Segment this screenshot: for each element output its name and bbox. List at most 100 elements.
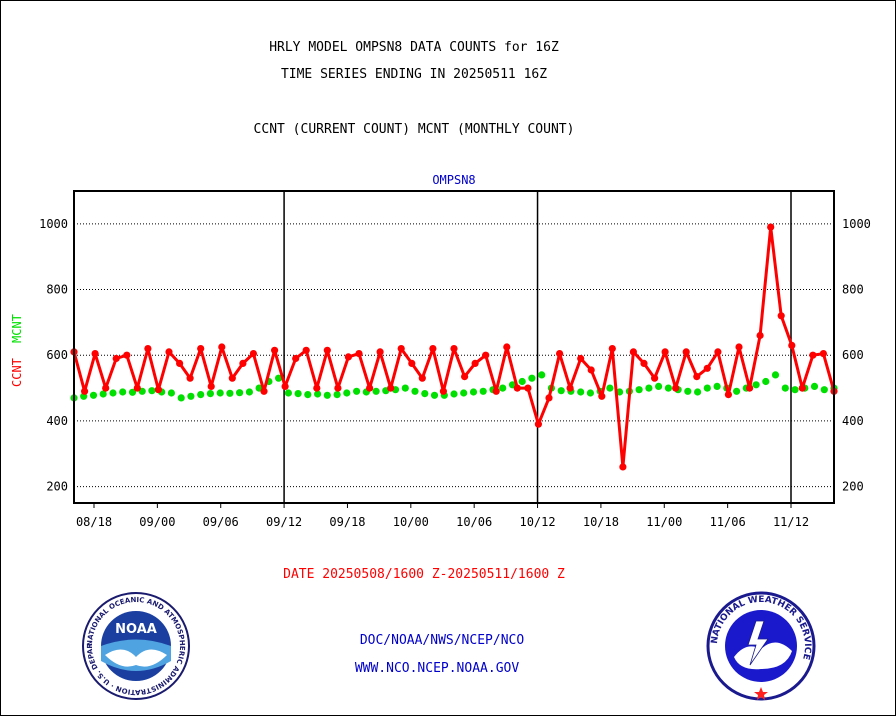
panel-title: OMPSN8 xyxy=(432,173,475,187)
x-tick-label: 09/00 xyxy=(139,515,175,529)
data-point-ccnt xyxy=(735,343,743,351)
data-point-ccnt xyxy=(524,384,532,392)
series-ccnt xyxy=(70,223,838,471)
data-point-mcnt xyxy=(430,391,439,399)
data-point-ccnt xyxy=(798,384,806,392)
data-point-ccnt xyxy=(260,387,268,395)
data-point-ccnt xyxy=(640,359,648,367)
data-point-ccnt xyxy=(608,345,616,353)
y-tick-label-left: 600 xyxy=(46,348,68,362)
data-point-mcnt xyxy=(820,386,828,394)
data-point-mcnt xyxy=(401,384,409,392)
data-point-ccnt xyxy=(534,420,543,428)
y-tick-label-left: 200 xyxy=(46,480,68,494)
noaa-center-text: NOAA xyxy=(115,622,157,637)
data-point-mcnt xyxy=(343,389,351,397)
data-point-mcnt xyxy=(197,391,205,399)
data-point-mcnt xyxy=(479,387,487,395)
x-tick-label: 09/18 xyxy=(329,515,365,529)
chart-subtitle: CCNT (CURRENT COUNT) MCNT (MONTHLY COUNT… xyxy=(253,122,575,137)
data-point-ccnt xyxy=(513,384,521,392)
data-point-ccnt xyxy=(819,350,828,358)
y-axis-left: 200 400 600 800 1000 xyxy=(39,217,68,494)
data-point-mcnt xyxy=(411,387,419,395)
data-point-ccnt xyxy=(302,346,310,354)
data-point-ccnt xyxy=(809,351,817,359)
y-tick-label-left: 400 xyxy=(46,414,68,428)
ylabel-ccnt: CCNT xyxy=(10,358,24,387)
data-point-mcnt xyxy=(460,389,468,397)
chart-title-line-2: TIME SERIES ENDING IN 20250511 16Z xyxy=(280,67,548,82)
plot-area-border xyxy=(73,190,835,504)
data-point-mcnt xyxy=(187,392,195,400)
data-point-ccnt xyxy=(123,351,131,359)
data-point-ccnt xyxy=(292,354,300,363)
data-point-ccnt xyxy=(767,223,775,231)
data-point-ccnt xyxy=(102,384,110,392)
data-point-mcnt xyxy=(216,389,224,397)
data-point-mcnt xyxy=(450,390,458,398)
data-point-mcnt xyxy=(752,381,760,389)
x-tick-label: 09/06 xyxy=(203,515,239,529)
y-axis-title: CCNT MCNT xyxy=(10,314,24,387)
data-point-ccnt xyxy=(777,312,785,320)
data-point-mcnt xyxy=(664,384,673,392)
data-point-mcnt xyxy=(733,387,741,395)
data-point-ccnt xyxy=(492,387,500,395)
data-point-ccnt xyxy=(682,348,690,356)
data-point-mcnt xyxy=(275,374,283,382)
data-point-ccnt xyxy=(81,387,89,395)
grid-layer xyxy=(74,223,834,488)
data-point-ccnt xyxy=(334,384,342,392)
data-point-mcnt xyxy=(791,386,799,394)
data-point-ccnt xyxy=(228,374,236,382)
data-point-mcnt xyxy=(294,390,302,398)
data-point-mcnt xyxy=(128,388,137,396)
data-point-ccnt xyxy=(672,384,680,392)
x-tick-label: 10/18 xyxy=(583,515,619,529)
data-point-mcnt xyxy=(577,388,585,396)
data-point-ccnt xyxy=(239,359,247,367)
data-point-mcnt xyxy=(781,384,789,392)
data-point-mcnt xyxy=(167,389,175,397)
data-point-mcnt xyxy=(499,384,507,392)
data-point-ccnt xyxy=(577,354,585,363)
footer-url[interactable]: WWW.NCO.NCEP.NOAA.GOV xyxy=(354,661,520,676)
nws-logo: NATIONAL WEATHER SERVICE xyxy=(706,591,816,701)
footer-agency: DOC/NOAA/NWS/NCEP/NCO xyxy=(359,633,525,648)
data-point-ccnt xyxy=(165,348,173,356)
data-point-mcnt xyxy=(89,391,98,399)
data-point-mcnt xyxy=(518,377,526,386)
data-point-ccnt xyxy=(91,350,99,358)
data-point-mcnt xyxy=(148,387,156,395)
data-point-mcnt xyxy=(703,384,711,392)
data-point-ccnt xyxy=(176,359,184,367)
data-point-ccnt xyxy=(556,350,564,358)
data-point-ccnt xyxy=(408,359,416,367)
series-layer xyxy=(70,223,838,471)
data-point-ccnt xyxy=(186,374,194,382)
x-tick-label: 08/18 xyxy=(76,515,112,529)
data-point-ccnt xyxy=(387,384,395,392)
x-tick-label: 09/12 xyxy=(266,515,302,529)
x-axis: 08/18 09/00 09/06 09/12 09/18 10/00 10/06 10/12… xyxy=(76,503,809,529)
y-axis-right: 200 400 600 800 1000 xyxy=(842,217,871,494)
data-point-ccnt xyxy=(598,392,606,400)
data-point-ccnt xyxy=(112,354,120,363)
data-point-mcnt xyxy=(304,391,312,399)
data-point-mcnt xyxy=(762,377,770,386)
data-point-mcnt xyxy=(528,374,536,382)
data-point-mcnt xyxy=(557,387,565,395)
data-point-mcnt xyxy=(469,388,478,396)
data-point-mcnt xyxy=(421,390,429,398)
data-point-mcnt xyxy=(586,389,595,397)
data-point-mcnt xyxy=(245,388,253,396)
data-point-ccnt xyxy=(439,387,447,395)
data-point-ccnt xyxy=(482,351,490,359)
data-point-mcnt xyxy=(314,390,322,398)
data-point-mcnt xyxy=(684,387,692,395)
ylabel-mcnt: MCNT xyxy=(10,314,24,343)
data-point-ccnt xyxy=(249,350,257,358)
data-point-ccnt xyxy=(344,353,352,361)
